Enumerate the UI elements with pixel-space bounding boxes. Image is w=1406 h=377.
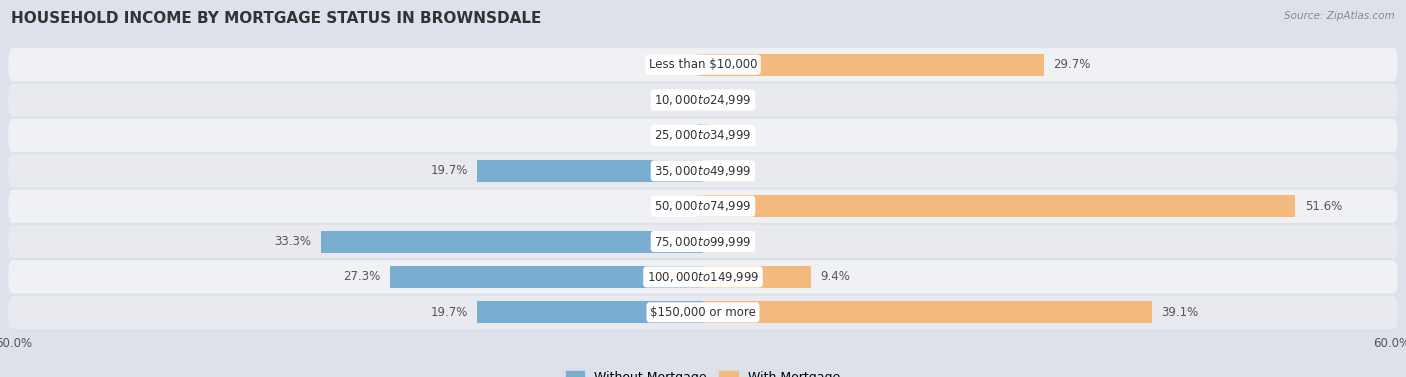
FancyBboxPatch shape (8, 119, 1398, 152)
FancyBboxPatch shape (8, 296, 1398, 329)
Text: 39.1%: 39.1% (1161, 306, 1198, 319)
Text: 0.0%: 0.0% (657, 129, 686, 142)
Text: Source: ZipAtlas.com: Source: ZipAtlas.com (1284, 11, 1395, 21)
Text: 29.7%: 29.7% (1053, 58, 1091, 71)
Text: 0.0%: 0.0% (720, 129, 749, 142)
Text: 0.0%: 0.0% (657, 200, 686, 213)
Legend: Without Mortgage, With Mortgage: Without Mortgage, With Mortgage (561, 366, 845, 377)
Bar (703, 301, 1152, 323)
Text: $150,000 or more: $150,000 or more (650, 306, 756, 319)
Text: 19.7%: 19.7% (430, 164, 468, 177)
Text: $75,000 to $99,999: $75,000 to $99,999 (654, 234, 752, 248)
Bar (703, 89, 709, 111)
FancyBboxPatch shape (8, 154, 1398, 187)
Bar (703, 266, 811, 288)
Text: $35,000 to $49,999: $35,000 to $49,999 (654, 164, 752, 178)
Bar (697, 89, 703, 111)
Bar (703, 160, 709, 182)
Text: 27.3%: 27.3% (343, 270, 381, 284)
Bar (703, 54, 1045, 76)
Bar (389, 266, 703, 288)
Text: $10,000 to $24,999: $10,000 to $24,999 (654, 93, 752, 107)
Text: $25,000 to $34,999: $25,000 to $34,999 (654, 129, 752, 143)
FancyBboxPatch shape (8, 260, 1398, 294)
Bar (703, 195, 1295, 217)
Text: 0.0%: 0.0% (720, 235, 749, 248)
Text: 51.6%: 51.6% (1305, 200, 1341, 213)
FancyBboxPatch shape (8, 48, 1398, 81)
Bar (703, 124, 709, 146)
Text: 0.0%: 0.0% (657, 58, 686, 71)
Bar (703, 231, 709, 253)
Text: $50,000 to $74,999: $50,000 to $74,999 (654, 199, 752, 213)
Text: 0.0%: 0.0% (657, 93, 686, 107)
Text: HOUSEHOLD INCOME BY MORTGAGE STATUS IN BROWNSDALE: HOUSEHOLD INCOME BY MORTGAGE STATUS IN B… (11, 11, 541, 26)
Bar (477, 160, 703, 182)
Bar (697, 54, 703, 76)
Text: 19.7%: 19.7% (430, 306, 468, 319)
Text: Less than $10,000: Less than $10,000 (648, 58, 758, 71)
Bar (697, 195, 703, 217)
Bar (477, 301, 703, 323)
Text: 9.4%: 9.4% (820, 270, 851, 284)
Text: 0.0%: 0.0% (720, 93, 749, 107)
FancyBboxPatch shape (8, 225, 1398, 258)
Text: 0.0%: 0.0% (720, 164, 749, 177)
Text: $100,000 to $149,999: $100,000 to $149,999 (647, 270, 759, 284)
Bar (697, 124, 703, 146)
Text: 33.3%: 33.3% (274, 235, 312, 248)
FancyBboxPatch shape (8, 190, 1398, 223)
FancyBboxPatch shape (8, 83, 1398, 117)
Bar (321, 231, 703, 253)
